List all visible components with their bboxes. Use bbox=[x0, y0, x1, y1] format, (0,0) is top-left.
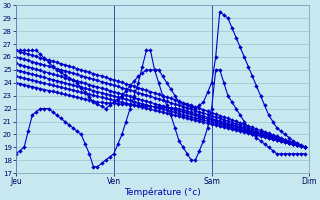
X-axis label: Température (°c): Température (°c) bbox=[124, 188, 201, 197]
